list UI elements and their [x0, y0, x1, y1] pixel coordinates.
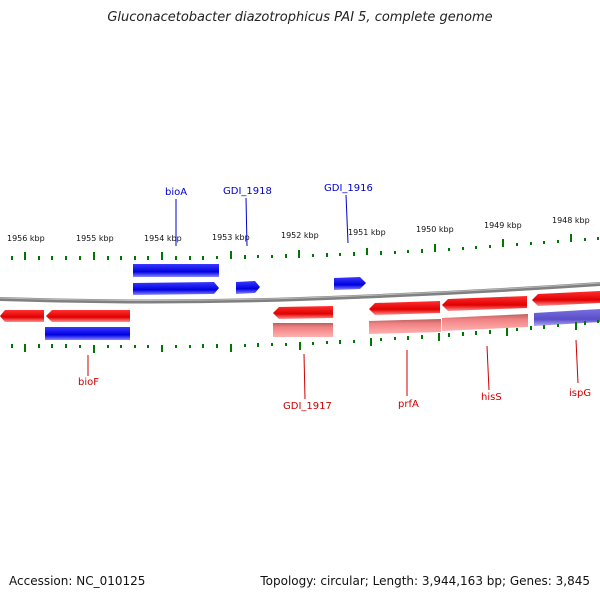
gene-label-bioA: bioA: [165, 187, 187, 198]
gene-GDI_1916[interactable]: [334, 277, 366, 290]
gene-label-GDI_1917: GDI_1917: [283, 401, 332, 412]
reverse-genes: [0, 291, 600, 340]
gene-hisS[interactable]: [442, 296, 527, 311]
kbp-label: 1952 kbp: [281, 231, 319, 240]
gene-prfA[interactable]: [369, 301, 440, 315]
bottom-gene-labels: bioF GDI_1917 prfA hisS ispG: [78, 339, 591, 412]
kbp-label: 1949 kbp: [484, 221, 522, 230]
gene-ispG[interactable]: [532, 291, 600, 306]
gene-label-GDI_1918: GDI_1918: [223, 186, 272, 197]
top-gene-labels: bioA GDI_1918 GDI_1916: [165, 183, 373, 247]
kbp-label: 1951 kbp: [348, 228, 386, 237]
gene-bioA-block[interactable]: [133, 264, 219, 277]
gene-GDI_1918[interactable]: [236, 281, 260, 294]
accession-label: Accession: NC_010125: [9, 574, 146, 588]
gene-ispG-purple[interactable]: [534, 309, 600, 326]
gene-bioF-upper[interactable]: [46, 310, 130, 322]
gene-GDI_1917-faded[interactable]: [273, 323, 333, 337]
gene-bioF[interactable]: [45, 327, 130, 340]
gene-hisS-faded[interactable]: [442, 314, 528, 331]
gene-label-GDI_1916: GDI_1916: [324, 183, 373, 194]
kbp-label: 1954 kbp: [144, 234, 182, 243]
gene-bioA[interactable]: [133, 282, 219, 295]
lower-tick-track: [11, 320, 599, 353]
kbp-label: 1956 kbp: [7, 234, 45, 243]
forward-genes: [133, 264, 366, 295]
gene-label-prfA: prfA: [398, 399, 419, 410]
kbp-label: 1948 kbp: [552, 216, 590, 225]
upper-tick-track: [11, 234, 599, 260]
gene-prfA-faded[interactable]: [369, 319, 441, 334]
kbp-scale: 1956 kbp 1955 kbp 1954 kbp 1953 kbp 1952…: [7, 216, 590, 243]
kbp-label: 1953 kbp: [212, 233, 250, 242]
gene-label-ispG: ispG: [569, 388, 591, 399]
genome-stats: Topology: circular; Length: 3,944,163 bp…: [260, 574, 590, 588]
kbp-label: 1950 kbp: [416, 225, 454, 234]
gene-label-bioF: bioF: [78, 377, 99, 388]
gene-label-hisS: hisS: [481, 392, 502, 403]
gene-GDI_1917[interactable]: [273, 306, 333, 319]
genome-title: Gluconacetobacter diazotrophicus PAI 5, …: [107, 10, 493, 25]
gene-left-edge[interactable]: [0, 310, 44, 322]
kbp-label: 1955 kbp: [76, 234, 114, 243]
genome-backbone: [0, 282, 600, 304]
